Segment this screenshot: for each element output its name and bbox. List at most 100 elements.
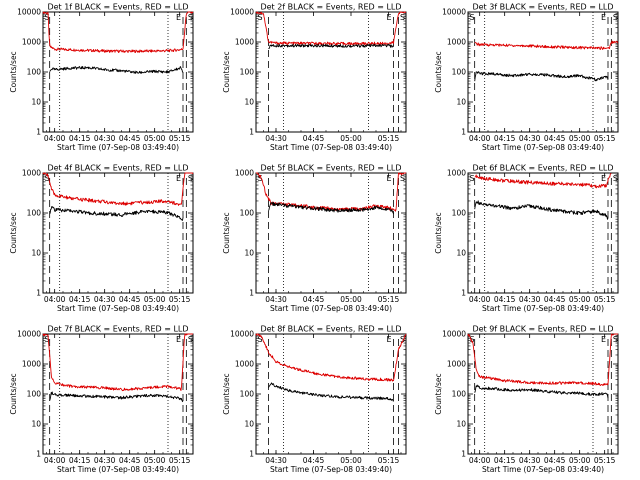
events-series-line <box>474 71 609 82</box>
events-series-line <box>49 206 184 221</box>
lld-series-line <box>42 11 194 54</box>
marker-label-end: E <box>387 174 392 183</box>
y-tick-label: 10 <box>244 249 254 258</box>
chart-title: Det 3f BLACK = Events, RED = LLD <box>472 3 613 12</box>
chart-title: Det 8f BLACK = Events, RED = LLD <box>260 325 401 334</box>
y-tick-label: 10000 <box>442 330 466 339</box>
x-tick-label: 05:00 <box>144 134 166 143</box>
y-tick-label: 1000 <box>235 38 254 47</box>
x-axis-label: Start Time (07-Sep-08 03:49:40) <box>482 304 604 313</box>
y-tick-label: 100 <box>27 209 42 218</box>
y-tick-label: 1000 <box>447 360 466 369</box>
y-tick-label: 1 <box>461 128 466 137</box>
marker-label-end-b: S <box>400 174 405 183</box>
x-tick-label: 04:00 <box>469 456 491 465</box>
marker-label-end: E <box>601 335 606 344</box>
x-tick-label: 04:30 <box>94 456 116 465</box>
x-tick-label: 04:15 <box>494 295 516 304</box>
x-tick-label: 04:45 <box>544 134 566 143</box>
x-tick-label: 04:15 <box>494 134 516 143</box>
x-axis-label: Start Time (07-Sep-08 03:49:40) <box>57 143 179 152</box>
x-tick-label: 05:15 <box>378 295 400 304</box>
y-tick-label: 10 <box>31 249 41 258</box>
x-axis-label: Start Time (07-Sep-08 03:49:40) <box>270 143 392 152</box>
lld-series-line <box>255 11 407 46</box>
y-tick-label: 10000 <box>17 8 41 17</box>
y-tick-label: 10 <box>456 249 466 258</box>
y-tick-label: 1 <box>249 289 254 298</box>
y-tick-label: 100 <box>240 209 255 218</box>
x-tick-label: 05:15 <box>594 456 616 465</box>
chart-title: Det 4f BLACK = Events, RED = LLD <box>47 164 188 173</box>
y-tick-label: 1 <box>461 289 466 298</box>
x-tick-label: 05:00 <box>569 456 591 465</box>
x-tick-label: 04:45 <box>119 134 141 143</box>
plot-frame <box>255 172 407 294</box>
y-tick-label: 100 <box>452 390 467 399</box>
marker-label-end: E <box>601 13 606 22</box>
y-axis-label: Counts/sec <box>434 51 443 92</box>
marker-label-start: S <box>258 13 263 22</box>
y-tick-label: 1000 <box>447 38 466 47</box>
x-tick-label: 04:00 <box>44 134 66 143</box>
y-tick-label: 1000 <box>22 169 41 178</box>
marker-label-end-b: S <box>400 335 405 344</box>
marker-label-end: E <box>176 13 181 22</box>
x-tick-label: 04:30 <box>94 134 116 143</box>
y-tick-label: 1 <box>249 128 254 137</box>
y-tick-label: 100 <box>240 390 255 399</box>
x-axis-label: Start Time (07-Sep-08 03:49:40) <box>57 465 179 474</box>
lld-series-line <box>474 40 619 50</box>
x-tick-label: 04:30 <box>519 134 541 143</box>
marker-label-end: E <box>176 335 181 344</box>
x-tick-label: 04:45 <box>303 134 325 143</box>
events-series-line <box>474 200 609 220</box>
y-tick-label: 10000 <box>442 8 466 17</box>
y-axis-label: Counts/sec <box>222 51 231 92</box>
chart-panel-5: Det 5f BLACK = Events, RED = LLD 1 10 100 10… <box>222 164 407 313</box>
chart-panel-4: Det 4f BLACK = Events, RED = LLD 1 10 100 10… <box>9 164 194 313</box>
chart-panel-8: Det 8f BLACK = Events, RED = LLD 1 10 100 10… <box>222 325 407 474</box>
x-tick-label: 05:15 <box>594 134 616 143</box>
x-tick-label: 04:00 <box>469 134 491 143</box>
x-tick-label: 04:45 <box>119 295 141 304</box>
y-tick-label: 100 <box>27 68 42 77</box>
marker-label-start: S <box>470 13 475 22</box>
marker-label-end-b: S <box>188 335 193 344</box>
marker-label-end: E <box>387 13 392 22</box>
x-tick-label: 04:45 <box>303 295 325 304</box>
y-tick-label: 1000 <box>447 169 466 178</box>
x-tick-label: 04:30 <box>519 295 541 304</box>
x-tick-label: 04:45 <box>544 456 566 465</box>
chart-title: Det 6f BLACK = Events, RED = LLD <box>472 164 613 173</box>
events-series-line <box>268 201 394 215</box>
y-tick-label: 1000 <box>22 360 41 369</box>
x-axis-label: Start Time (07-Sep-08 03:49:40) <box>270 465 392 474</box>
lld-series-line <box>474 172 612 189</box>
plot-frame <box>255 333 407 455</box>
events-series-line <box>268 382 394 402</box>
x-tick-label: 05:00 <box>144 295 166 304</box>
y-tick-label: 10 <box>244 420 254 429</box>
chart-title: Det 2f BLACK = Events, RED = LLD <box>260 3 401 12</box>
chart-panel-7: Det 7f BLACK = Events, RED = LLD 1 10 100 10… <box>9 325 194 474</box>
x-tick-label: 04:45 <box>303 456 325 465</box>
chart-panel-3: Det 3f BLACK = Events, RED = LLD 1 10 100 10… <box>434 3 619 152</box>
chart-title: Det 7f BLACK = Events, RED = LLD <box>47 325 188 334</box>
y-tick-label: 1000 <box>235 360 254 369</box>
x-axis-label: Start Time (07-Sep-08 03:49:40) <box>482 143 604 152</box>
x-tick-label: 05:00 <box>569 134 591 143</box>
y-axis-label: Counts/sec <box>222 373 231 414</box>
y-tick-label: 1000 <box>22 38 41 47</box>
y-tick-label: 1 <box>36 128 41 137</box>
chart-title: Det 1f BLACK = Events, RED = LLD <box>47 3 188 12</box>
y-axis-label: Counts/sec <box>9 212 18 253</box>
x-tick-label: 04:30 <box>265 456 287 465</box>
chart-title: Det 5f BLACK = Events, RED = LLD <box>260 164 401 173</box>
lld-series-line <box>256 172 407 212</box>
x-tick-label: 04:30 <box>265 134 287 143</box>
y-tick-label: 10 <box>456 420 466 429</box>
lld-series-line <box>42 172 194 206</box>
lld-series-line <box>255 333 407 382</box>
